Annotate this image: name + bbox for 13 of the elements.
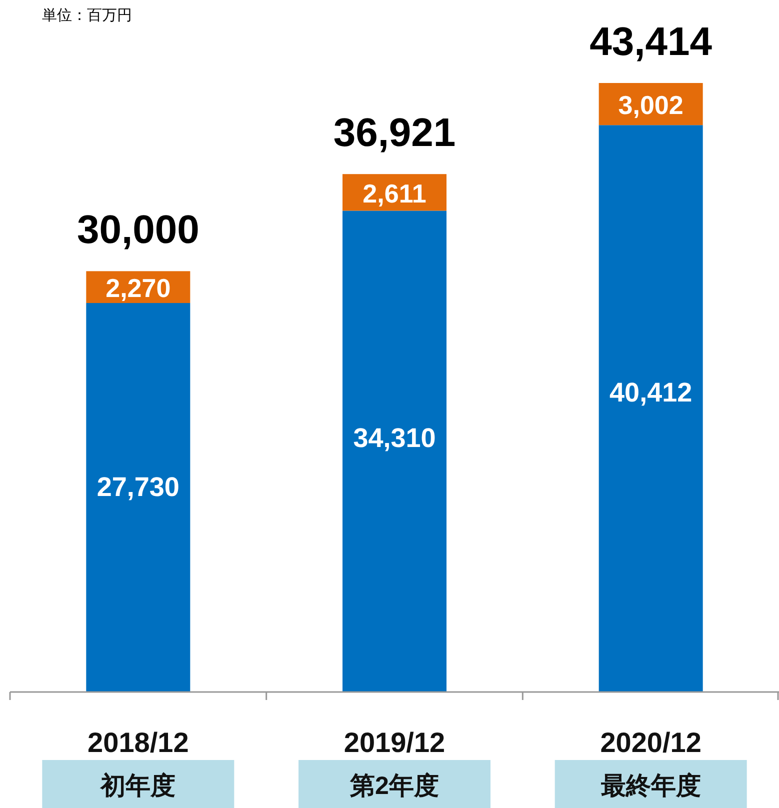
x-tick-label: 2020/12 最終年度 bbox=[600, 727, 702, 800]
x-tick-label: 2019/12 第2年度 bbox=[344, 727, 446, 800]
data-label: 34,310 bbox=[353, 422, 436, 453]
data-label: 3,002 bbox=[618, 90, 684, 120]
data-label: 2,270 bbox=[106, 273, 171, 304]
x-tick-label: 2018/12 初年度 bbox=[88, 727, 189, 800]
total-label: 30,000 bbox=[76, 208, 200, 252]
total-label: 36,921 bbox=[333, 111, 456, 156]
text: 単位：百万円 bbox=[42, 7, 132, 24]
total-label: 43,414 bbox=[590, 20, 713, 64]
data-label: 2,611 bbox=[362, 178, 426, 208]
data-label: 27,730 bbox=[96, 472, 180, 502]
data-label: 40,412 bbox=[610, 378, 692, 408]
